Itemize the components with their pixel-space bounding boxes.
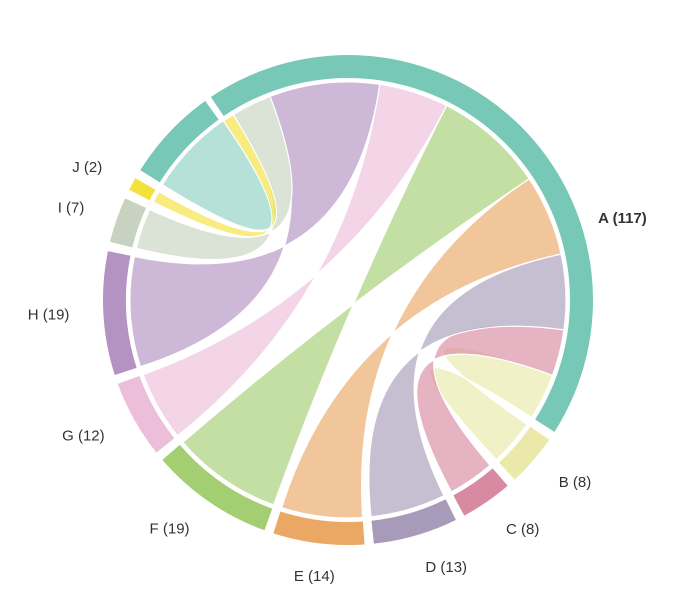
label-G: G (12) [62,427,105,444]
label-J: J (2) [72,159,102,176]
label-C: C (8) [506,521,539,538]
label-D: D (13) [425,559,467,576]
label-F: F (19) [150,521,190,538]
label-I: I (7) [58,200,85,217]
arc-J [129,178,155,200]
label-A: A (117) [598,210,647,227]
label-H: H (19) [28,306,70,323]
chord-ribbons [130,82,566,518]
label-B: B (8) [559,474,592,491]
chord-diagram: A (117) B (8) C (8) D (13) E (14) F (19) G (12… [0,0,696,598]
label-E: E (14) [294,568,335,585]
